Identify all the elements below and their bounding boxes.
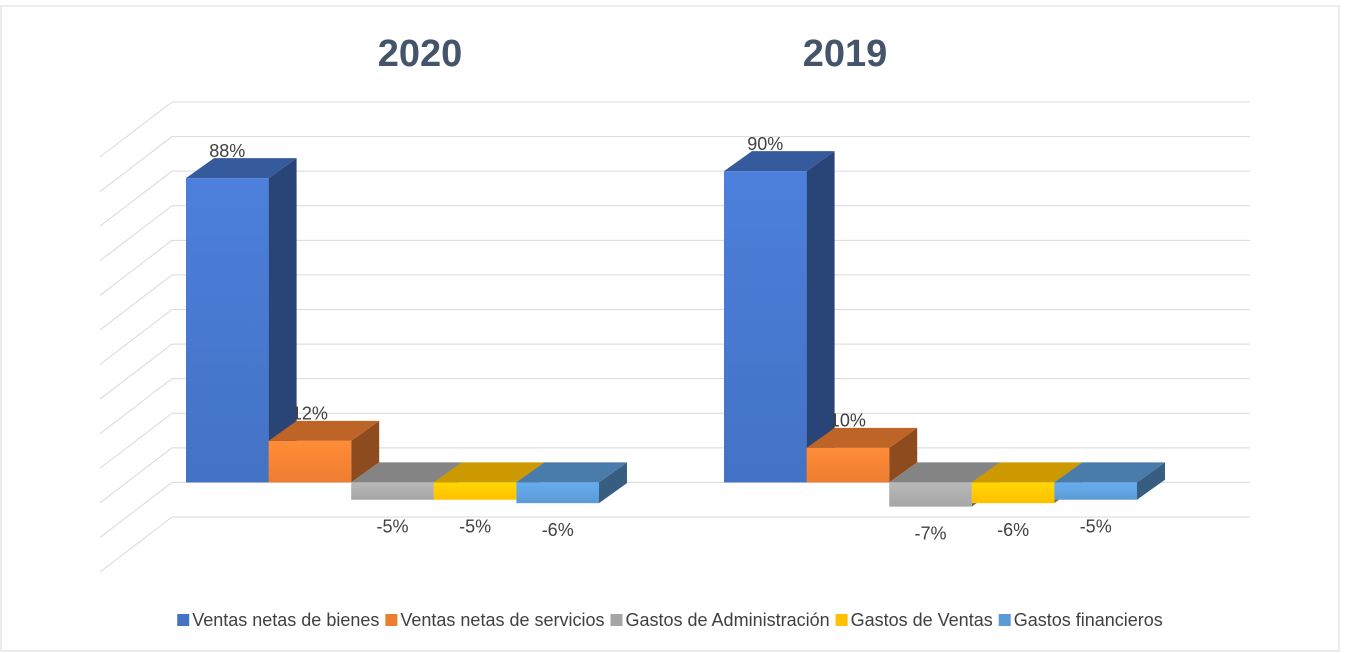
grid-line-side xyxy=(99,412,173,469)
bar-top xyxy=(724,151,835,172)
bar-side xyxy=(806,151,835,483)
grid-line-side xyxy=(99,136,173,192)
bar-top xyxy=(971,462,1083,483)
grid-line-side xyxy=(99,170,173,227)
legend-swatch xyxy=(385,614,398,626)
grid-line-side xyxy=(99,101,173,158)
grid-line-side xyxy=(99,309,173,365)
grid-line-side xyxy=(99,239,173,296)
bar-top xyxy=(268,420,380,441)
legend-swatch xyxy=(610,614,623,626)
data-label: -6% xyxy=(542,520,574,540)
group-title: 2019 xyxy=(803,33,888,75)
data-label: -5% xyxy=(459,516,491,536)
legend: Ventas netas de bienes Ventas netas de se… xyxy=(177,610,1163,630)
legend-label: Gastos de Administración xyxy=(626,610,830,630)
data-label: -5% xyxy=(376,516,408,536)
grid-line-side xyxy=(99,447,173,504)
bar xyxy=(268,440,352,483)
bar-side xyxy=(1137,462,1165,500)
data-label: -7% xyxy=(914,523,946,543)
bar xyxy=(516,482,599,504)
bar-side xyxy=(599,462,627,504)
bar xyxy=(433,482,517,500)
bar-side xyxy=(268,158,297,483)
grid-line-side xyxy=(99,274,173,331)
data-label: 90% xyxy=(747,134,783,154)
bar xyxy=(806,447,890,483)
legend-label: Ventas netas de bienes xyxy=(192,610,379,630)
data-label: 88% xyxy=(209,141,245,161)
data-label: 12% xyxy=(292,404,328,424)
bar-top xyxy=(1054,462,1165,483)
bar-top xyxy=(351,462,462,483)
bar-top xyxy=(433,462,545,483)
bar-side xyxy=(351,420,380,483)
data-label: -6% xyxy=(997,520,1029,540)
grid-line-side xyxy=(99,378,173,435)
bar-top xyxy=(516,462,627,483)
grid-line-side xyxy=(99,482,173,538)
bar xyxy=(1054,482,1137,500)
bar xyxy=(889,482,972,507)
bar-top xyxy=(186,158,297,179)
group-title: 2020 xyxy=(378,33,463,75)
bar-top xyxy=(889,462,1000,483)
legend-swatch xyxy=(177,614,190,626)
legend-label: Gastos financieros xyxy=(1014,610,1163,630)
legend-swatch xyxy=(835,614,848,626)
legend-label: Gastos de Ventas xyxy=(851,610,993,630)
data-label: -5% xyxy=(1080,516,1112,536)
legend-label: Ventas netas de servicios xyxy=(400,610,604,630)
bar xyxy=(971,482,1055,504)
legend-swatch xyxy=(998,614,1011,626)
grid-line-side xyxy=(99,205,173,262)
grid-line-side xyxy=(99,343,173,400)
bar xyxy=(724,171,807,483)
bar xyxy=(351,482,434,500)
bar-side xyxy=(889,427,918,483)
data-label: 10% xyxy=(830,411,866,431)
bar xyxy=(186,178,269,483)
bar-top xyxy=(806,427,918,448)
grid-line-side xyxy=(99,516,173,573)
